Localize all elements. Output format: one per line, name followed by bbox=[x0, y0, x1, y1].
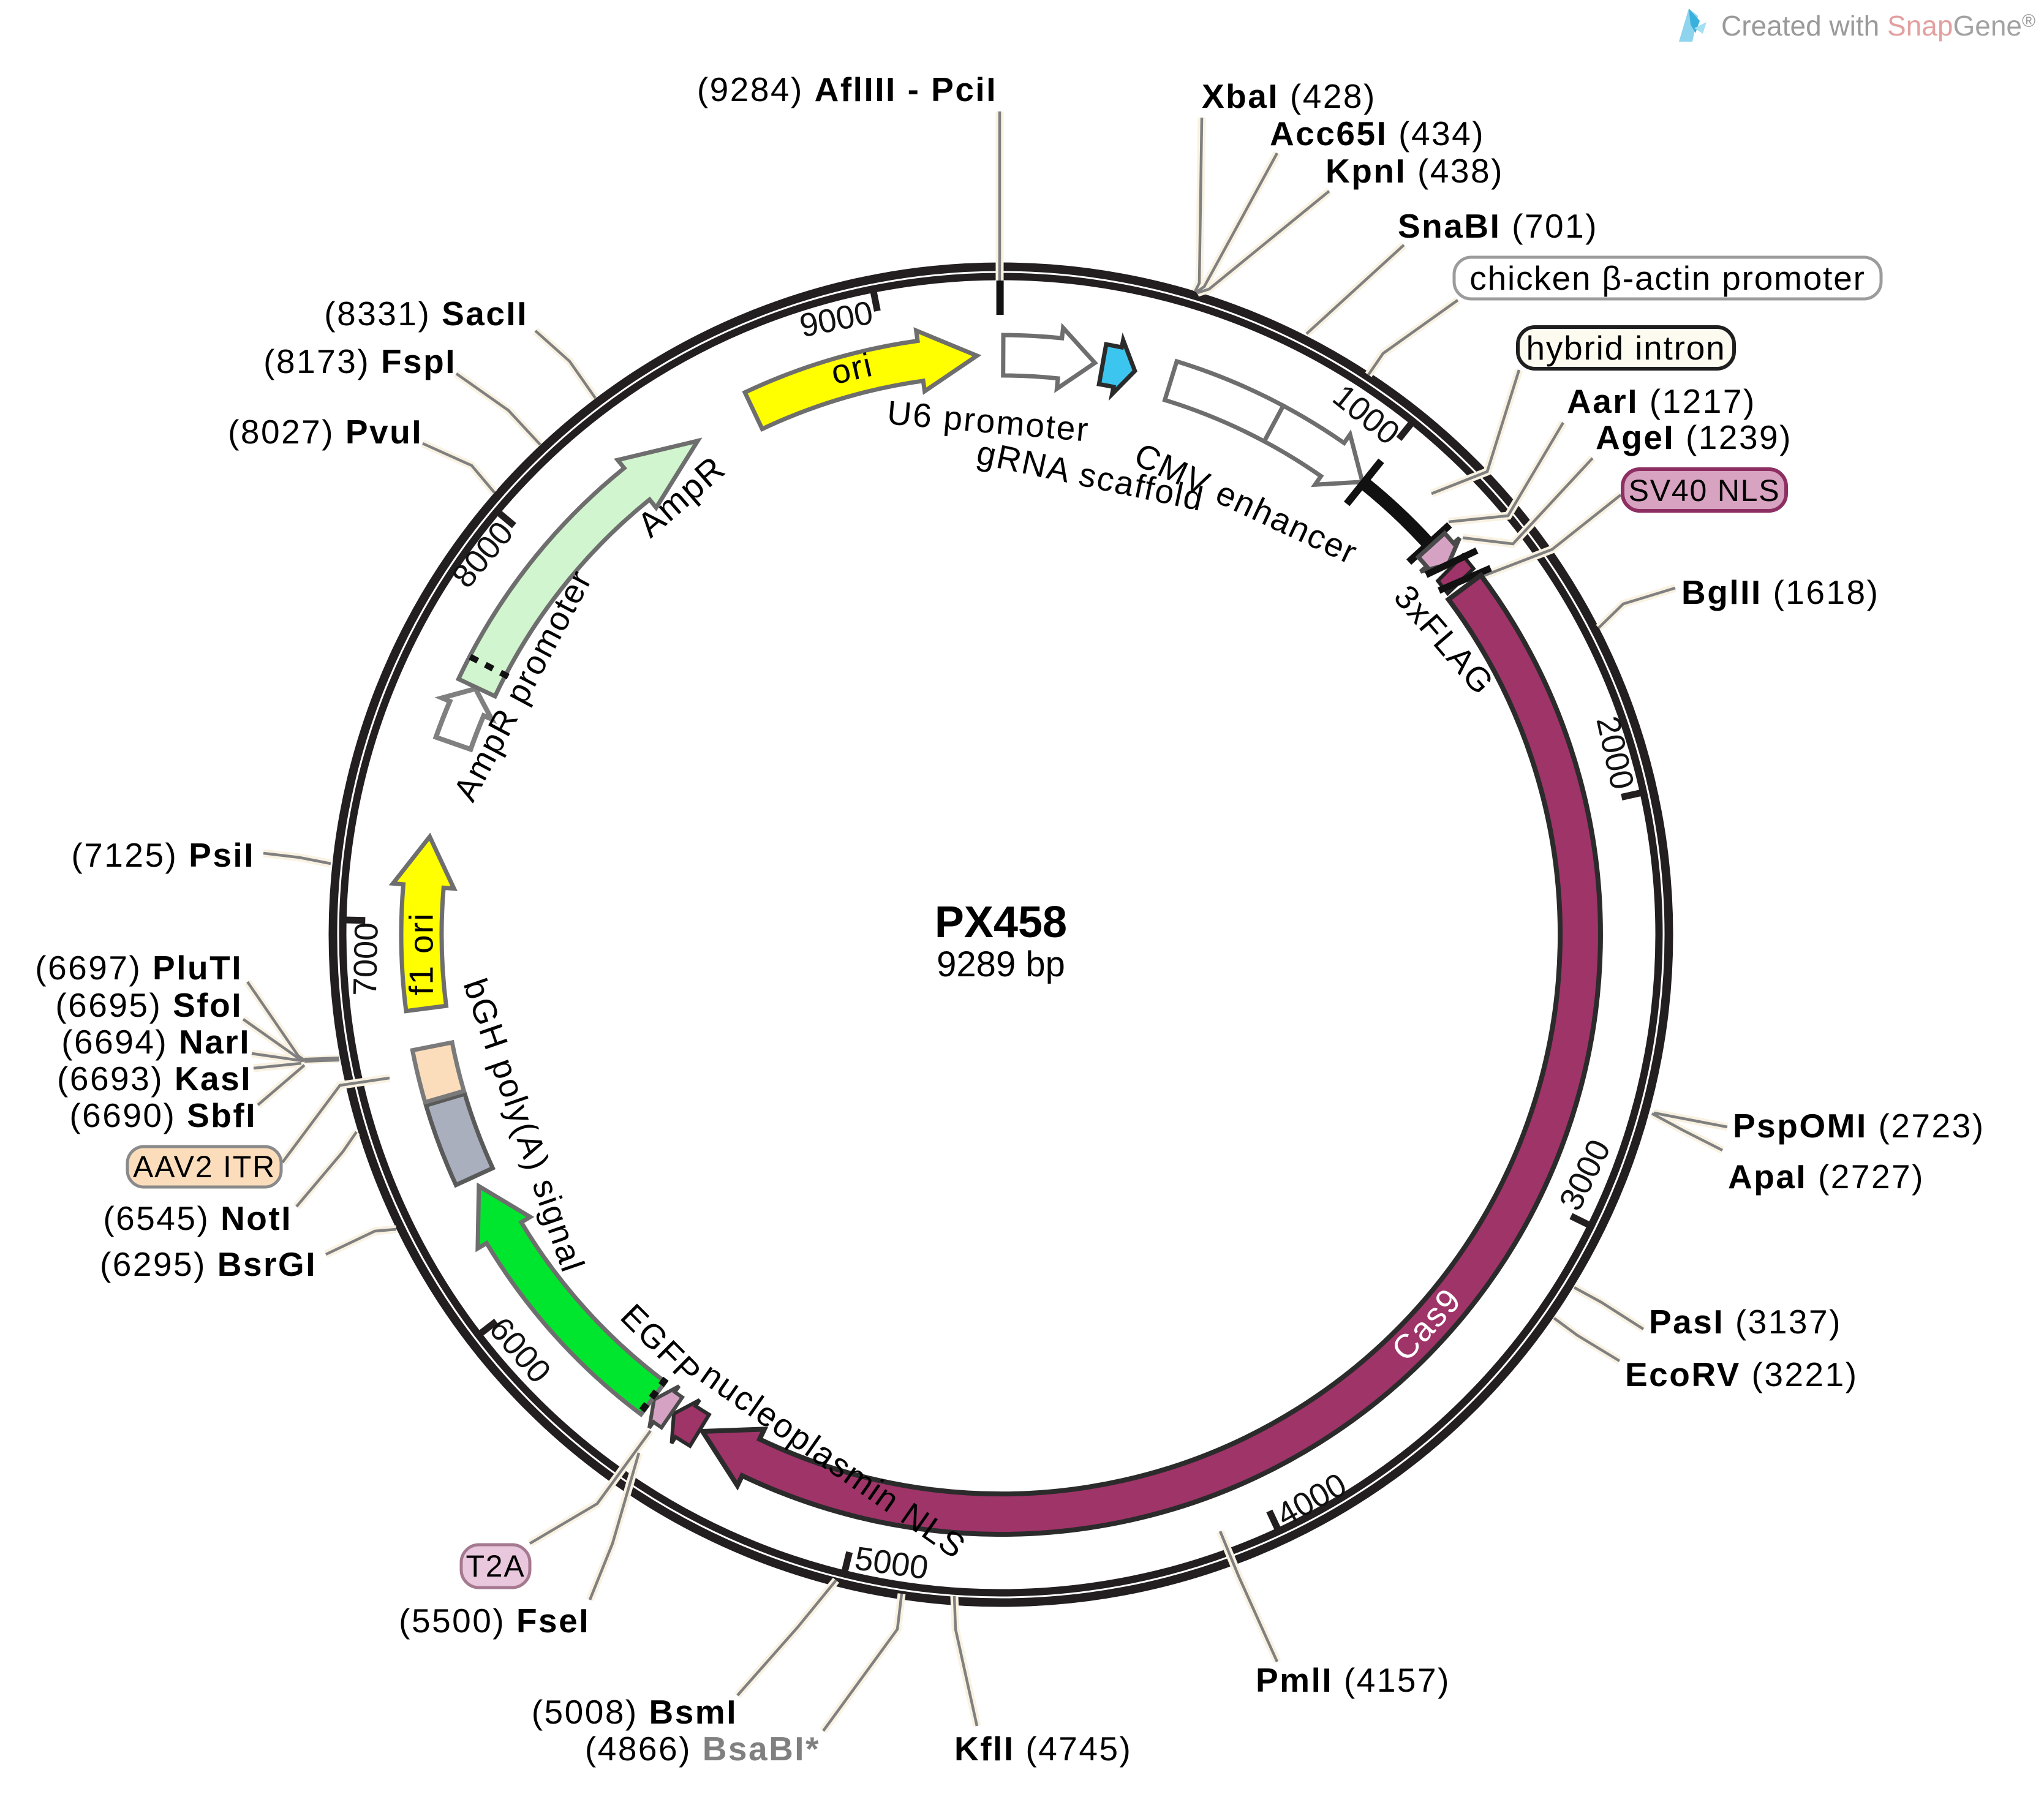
svg-text:(4866) BsaBI*: (4866) BsaBI* bbox=[585, 1730, 820, 1768]
svg-text:KflI (4745): KflI (4745) bbox=[954, 1730, 1132, 1768]
svg-text:(8173) FspI: (8173) FspI bbox=[263, 342, 456, 380]
svg-text:AgeI (1239): AgeI (1239) bbox=[1596, 418, 1792, 456]
svg-text:(8331) SacII: (8331) SacII bbox=[324, 295, 528, 333]
svg-text:chicken β-actin promoter: chicken β-actin promoter bbox=[1469, 259, 1865, 297]
svg-text:(6295) BsrGI: (6295) BsrGI bbox=[100, 1245, 317, 1283]
svg-text:(6695) SfoI: (6695) SfoI bbox=[55, 986, 243, 1024]
svg-text:ApaI (2727): ApaI (2727) bbox=[1728, 1158, 1925, 1196]
svg-text:(5008) BsmI: (5008) BsmI bbox=[532, 1693, 737, 1731]
svg-text:(5500) FseI: (5500) FseI bbox=[399, 1602, 590, 1640]
svg-text:(6545) NotI: (6545) NotI bbox=[103, 1199, 292, 1237]
svg-text:(6690) SbfI: (6690) SbfI bbox=[69, 1096, 257, 1134]
svg-text:PmlI (4157): PmlI (4157) bbox=[1256, 1661, 1450, 1699]
svg-text:PX458: PX458 bbox=[935, 898, 1067, 947]
svg-text:7000: 7000 bbox=[347, 922, 385, 996]
svg-text:SnaBI (701): SnaBI (701) bbox=[1398, 207, 1598, 245]
svg-text:f1 ori: f1 ori bbox=[402, 912, 440, 995]
svg-text:XbaI (428): XbaI (428) bbox=[1202, 77, 1376, 115]
svg-text:EcoRV (3221): EcoRV (3221) bbox=[1625, 1355, 1858, 1393]
svg-text:(8027) PvuI: (8027) PvuI bbox=[228, 413, 423, 451]
svg-text:AarI (1217): AarI (1217) bbox=[1567, 382, 1756, 420]
svg-text:(9284) AflIII - PciI: (9284) AflIII - PciI bbox=[697, 70, 997, 108]
svg-text:(6693) KasI: (6693) KasI bbox=[57, 1060, 252, 1098]
svg-text:T2A: T2A bbox=[466, 1549, 525, 1583]
svg-text:PasI (3137): PasI (3137) bbox=[1649, 1303, 1842, 1341]
svg-text:ori: ori bbox=[828, 345, 877, 392]
svg-text:(7125) PsiI: (7125) PsiI bbox=[71, 836, 255, 874]
svg-text:Created with SnapGene®: Created with SnapGene® bbox=[1721, 10, 2035, 42]
svg-text:KpnI (438): KpnI (438) bbox=[1326, 152, 1504, 190]
svg-text:PspOMI (2723): PspOMI (2723) bbox=[1733, 1107, 1985, 1145]
svg-text:AAV2 ITR: AAV2 ITR bbox=[133, 1150, 276, 1184]
svg-text:(6697) PluTI: (6697) PluTI bbox=[35, 949, 243, 987]
svg-text:9289 bp: 9289 bp bbox=[937, 944, 1065, 984]
svg-text:(6694) NarI: (6694) NarI bbox=[61, 1023, 251, 1061]
svg-text:SV40 NLS: SV40 NLS bbox=[1629, 473, 1781, 508]
svg-text:hybrid intron: hybrid intron bbox=[1526, 329, 1725, 367]
svg-text:BglII (1618): BglII (1618) bbox=[1681, 573, 1879, 611]
svg-text:Acc65I (434): Acc65I (434) bbox=[1270, 115, 1485, 153]
